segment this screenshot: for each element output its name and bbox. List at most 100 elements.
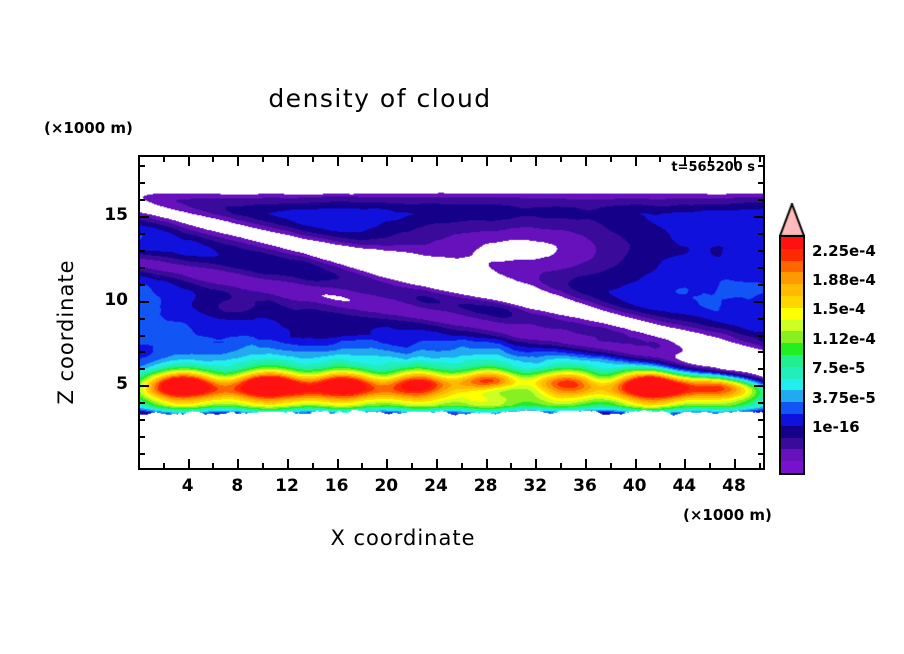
colorbar-band [781,343,803,355]
colorbar-band [781,331,803,344]
timestamp-annotation: t=565200 s [671,160,755,175]
y-axis-title: Z coordinate [54,259,78,405]
y-axis-tick-right [758,402,763,405]
x-axis-tick [162,463,165,468]
colorbar-band [781,237,803,249]
x-axis-tick-top [535,157,538,166]
y-axis-tick-right [758,249,763,252]
x-tick-label: 16 [324,476,349,496]
y-axis-tick-right [758,368,763,371]
x-axis-tick [237,459,240,468]
x-tick-label: 8 [231,476,244,496]
x-axis-tick [634,459,637,468]
x-axis-tick-top [584,157,587,166]
x-tick-label: 28 [473,476,498,496]
y-tick-label: 15 [104,204,128,225]
colorbar-tick-label: 3.75e-5 [812,388,876,407]
x-tick-label: 36 [573,476,597,496]
x-axis-title: X coordinate [330,526,476,550]
y-axis-tick [140,249,145,252]
x-axis-tick [485,459,488,468]
y-axis-tick-right [758,232,763,235]
y-axis-tick [140,334,145,337]
x-axis-tick [212,463,215,468]
x-axis-tick [709,463,712,468]
x-tick-label: 32 [523,476,548,496]
x-axis-tick-top [212,157,215,162]
y-axis-tick [140,165,145,168]
x-axis-tick-top [709,157,712,162]
y-axis-tick-right [754,300,763,303]
x-axis-tick [659,463,662,468]
colorbar-band [781,284,803,296]
y-axis-tick-right [758,351,763,354]
x-axis-tick [386,459,389,468]
colorbar-tick-label: 1e-16 [812,418,860,436]
y-axis-tick-right [758,453,763,456]
x-axis-tick [361,463,364,468]
x-axis-tick [187,459,190,468]
y-axis-tick [140,232,145,235]
y-axis-tick [140,351,145,354]
x-axis-tick-top [336,157,339,166]
x-tick-label: 44 [672,476,697,496]
page-title: density of cloud [268,84,492,113]
y-axis-tick-right [758,419,763,422]
x-axis-tick-top [411,157,414,162]
colorbar-tick-label: 7.5e-5 [812,359,866,378]
x-axis-tick [510,463,513,468]
x-axis-tick [684,459,687,468]
x-axis-tick-top [733,157,736,166]
y-tick-label: 5 [116,374,128,395]
x-tick-label: 24 [424,476,448,496]
y-axis-tick [140,453,145,456]
colorbar-tick-label: 1.12e-4 [812,329,876,348]
x-axis-tick-top [510,157,513,162]
x-axis-tick-top [659,157,662,162]
x-axis-tick-top [311,157,314,162]
y-axis-tick-right [758,317,763,320]
colorbar-band [781,390,803,403]
y-axis-tick-right [754,385,763,388]
colorbar-tick-label: 1.88e-4 [812,271,876,289]
colorbar-tick-label: 1.5e-4 [812,300,866,319]
colorbar-extend-arrow [779,203,805,237]
y-axis-tick [140,436,145,439]
y-axis-tick-right [758,436,763,439]
x-axis-tick-top [460,157,463,162]
x-tick-label: 20 [374,476,399,496]
colorbar-band [781,354,803,367]
x-axis-tick [460,463,463,468]
y-axis-tick [140,402,145,405]
y-axis-tick-right [758,199,763,202]
y-axis-tick-right [758,165,763,168]
x-axis-tick-top [485,157,488,166]
y-axis-tick [140,317,145,320]
x-axis-unit-label: (×1000 m) [683,506,772,524]
y-tick-label: 10 [104,289,128,310]
colorbar-band [781,260,803,273]
x-axis-tick-top [361,157,364,162]
x-axis-tick-top [758,157,761,162]
colorbar-band [781,319,803,332]
x-axis-tick [584,459,587,468]
y-axis-tick [140,300,149,303]
x-axis-tick [435,459,438,468]
x-axis-tick-top [386,157,389,166]
x-axis-tick [311,463,314,468]
colorbar-band [781,272,803,285]
y-axis-tick [140,419,145,422]
x-axis-tick-top [286,157,289,166]
colorbar-band [781,307,803,320]
x-axis-tick-top [237,157,240,166]
x-axis-tick [411,463,414,468]
plot-area: t=565200 s [138,155,765,470]
colorbar-band [781,437,803,450]
x-axis-tick [609,463,612,468]
colorbar-band [781,402,803,414]
x-axis-tick-top [560,157,563,162]
colorbar-band [781,295,803,308]
y-axis-tick [140,199,145,202]
y-axis-tick [140,385,149,388]
